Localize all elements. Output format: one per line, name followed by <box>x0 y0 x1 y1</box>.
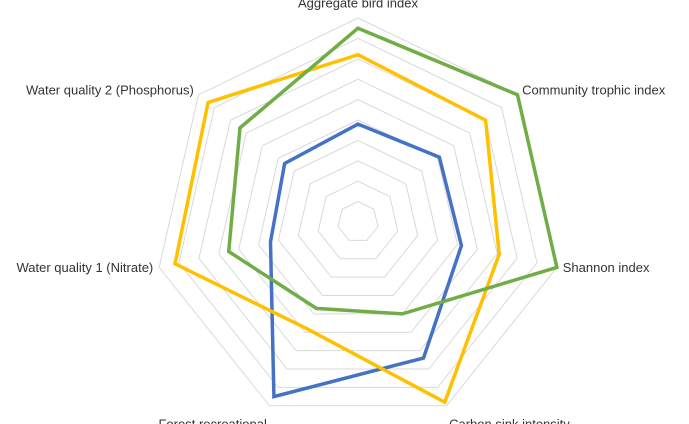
axis-label: Water quality 1 (Nitrate) <box>16 260 153 275</box>
grid-ring <box>317 180 399 260</box>
grid-ring <box>277 139 439 297</box>
grid-ring <box>258 119 458 315</box>
grid-ring <box>238 99 478 333</box>
grid-ring <box>218 78 498 352</box>
series-line <box>173 52 501 405</box>
grid-ring <box>297 160 419 278</box>
axis-label: Water quality 2 (Phosphorus) <box>26 83 194 98</box>
axis-label: Aggregate bird index <box>298 0 418 10</box>
axis-label: Shannon index <box>563 260 650 275</box>
grid-ring <box>337 201 379 241</box>
series-line <box>268 122 464 399</box>
axis-label: Community trophic index <box>522 83 666 98</box>
axis-label: Forest recreational <box>158 417 266 424</box>
axis-label: Carbon sink intensity <box>449 417 570 424</box>
grid-ring <box>178 37 538 388</box>
grid-ring <box>158 17 558 407</box>
series-line <box>226 26 559 316</box>
grid-ring <box>198 58 518 370</box>
